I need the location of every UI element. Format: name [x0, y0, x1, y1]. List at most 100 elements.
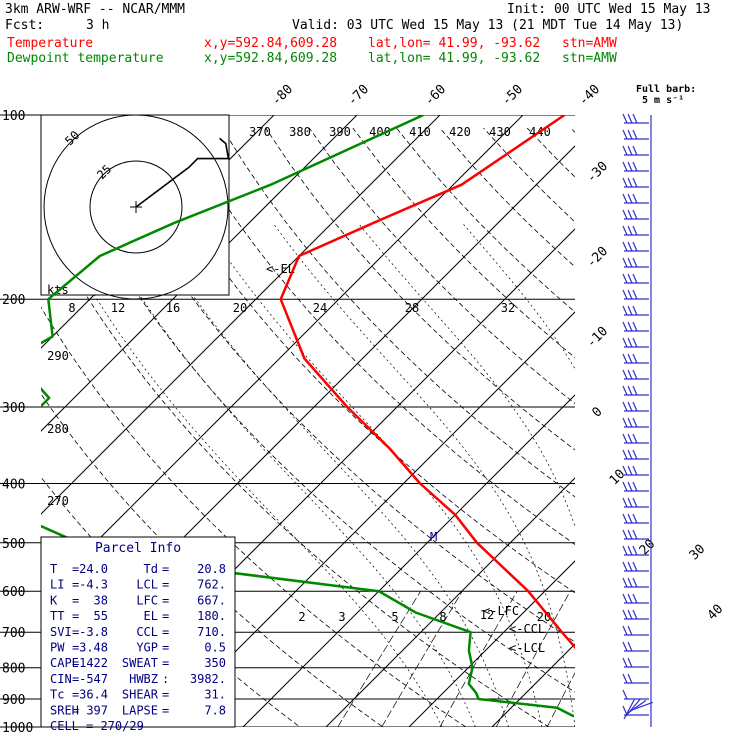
temperature-trace — [279, 115, 575, 650]
wind-barb-flag — [627, 449, 633, 460]
wind-barb-flag — [632, 289, 638, 300]
theta-label-low-290: 290 — [47, 349, 69, 363]
parcel-row-1-cell-1: = — [72, 578, 79, 592]
theta-label-390: 390 — [329, 125, 351, 139]
parcel-row-0-cell-0: T — [50, 562, 57, 576]
wind-barb-flag — [632, 225, 638, 236]
parcel-row-8-cell-5: 31. — [204, 688, 226, 702]
wind-barbs — [622, 113, 653, 727]
diagram-grid — [41, 115, 575, 727]
wind-barb-flag — [627, 657, 633, 668]
parcel-row-7-cell-5: 3982. — [190, 672, 226, 686]
wind-barb-flag — [627, 353, 633, 364]
isotherm--20 — [242, 394, 575, 727]
wind-barb-flag — [632, 449, 638, 460]
wind-barb-flag — [632, 593, 638, 604]
wind-barb-flag — [622, 449, 628, 460]
parcel-row-3-cell-1: = — [72, 609, 79, 623]
wind-barb-flag — [622, 209, 628, 220]
theta-label-420: 420 — [449, 125, 471, 139]
parcel-row-2-cell-4: = — [162, 593, 169, 607]
wind-barb-flag — [632, 161, 638, 172]
isotherm-label--50: -50 — [499, 82, 526, 109]
temperature-xy: x,y=592.84,609.28 — [204, 36, 338, 51]
parcel-row-9-cell-5: 7.8 — [204, 703, 226, 717]
moist-adiabat-12 — [144, 222, 509, 727]
wind-barb-flag — [622, 321, 628, 332]
parcel-row-3-cell-2: 55 — [94, 609, 108, 623]
parcel-row-1-cell-2: -4.3 — [79, 578, 108, 592]
parcel-row-3-cell-3: EL — [144, 609, 158, 623]
parcel-row-6-cell-5: 350 — [204, 656, 226, 670]
wind-barb-flag — [632, 385, 638, 396]
wind-barb-flag — [632, 177, 638, 188]
parcel-row-4-cell-3: CCL — [136, 625, 158, 639]
wind-barb-flag — [627, 465, 633, 476]
parcel-row-8-cell-1: = — [72, 688, 79, 702]
isotherm-label--10: -10 — [584, 324, 611, 351]
wind-barb-flag — [632, 273, 638, 284]
wind-barb-flag — [632, 545, 638, 556]
parcel-row-0-cell-1: = — [72, 562, 79, 576]
theta-label-low-280: 280 — [47, 422, 69, 436]
parcel-row-9-cell-3: LAPSE — [122, 703, 158, 717]
parcel-row-2-cell-0: K — [50, 593, 58, 607]
level-annotation-m: M — [430, 530, 437, 544]
mixing-ratio-12 — [546, 672, 575, 727]
wind-barb-flag — [632, 241, 638, 252]
wind-barb-flag — [627, 241, 633, 252]
model-title: 3km ARW-WRF -- NCAR/MMM — [5, 2, 186, 17]
hodo-speed-label-12: 12 — [111, 301, 125, 315]
wind-barb-flag — [622, 273, 628, 284]
hodo-speed-label-8: 8 — [68, 301, 75, 315]
parcel-row-4-cell-4: = — [162, 625, 169, 639]
wind-barb-flag — [627, 481, 633, 492]
parcel-info-box — [40, 536, 236, 728]
wind-barb-flag — [632, 321, 638, 332]
parcel-cell-value: = 270/29 — [86, 719, 144, 733]
wind-barb-low-level — [631, 701, 653, 711]
mixing-ratio-label-2: 2 — [298, 610, 305, 624]
theta-label-400: 400 — [369, 125, 391, 139]
mixing-ratio-2 — [337, 591, 421, 727]
dry-adiabat-270 — [41, 393, 384, 727]
parcel-row-4-cell-5: 710. — [197, 625, 226, 639]
wind-barb-flag — [632, 257, 638, 268]
parcel-row-6-cell-0: CAPE — [50, 656, 79, 670]
dry-adiabat-280 — [41, 306, 467, 727]
mixing-ratio-8 — [495, 591, 571, 727]
temperature-legend: Temperature — [7, 36, 94, 51]
pressure-label-500: 500 — [2, 537, 25, 552]
parcel-row-9-cell-4: = — [162, 703, 169, 717]
wind-barb-flag — [627, 401, 633, 412]
wind-barb-flag — [622, 497, 628, 508]
pressure-label-700: 700 — [2, 626, 25, 641]
parcel-row-5-cell-2: 3.48 — [79, 641, 108, 655]
wind-barb-flag — [632, 417, 638, 428]
wind-barb-flag — [622, 257, 628, 268]
wind-barb-flag — [627, 145, 633, 156]
parcel-row-0-cell-5: 20.8 — [197, 562, 226, 576]
parcel-row-2-cell-2: 38 — [94, 593, 108, 607]
dewpoint-legend: Dewpoint temperature — [7, 51, 164, 66]
wind-barb-flag — [622, 561, 628, 572]
wind-barb-flag — [627, 129, 633, 140]
wind-barb-flag — [622, 193, 628, 204]
wind-barb-flag — [622, 593, 628, 604]
wind-barb-flag — [632, 129, 638, 140]
wind-barb-flag — [622, 625, 628, 636]
wind-barb-flag — [632, 193, 638, 204]
dry-adiabat-320 — [134, 127, 575, 594]
parcel-row-9-cell-2: 397 — [86, 703, 108, 717]
parcel-info-title: Parcel Info — [95, 541, 181, 556]
isotherm-label-40: 40 — [705, 602, 727, 624]
parcel-row-7-cell-3: HWBZ — [129, 672, 158, 686]
pressure-label-600: 600 — [2, 585, 25, 600]
wind-barb-flag — [622, 225, 628, 236]
hodograph-frame — [40, 114, 230, 296]
hodograph-ring-outer — [43, 114, 229, 300]
dewpoint-trace — [41, 115, 574, 718]
dewpoint-xy: x,y=592.84,609.28 — [204, 51, 338, 66]
valid-time: Valid: 03 UTC Wed 15 May 13 (21 MDT Tue … — [292, 18, 684, 33]
